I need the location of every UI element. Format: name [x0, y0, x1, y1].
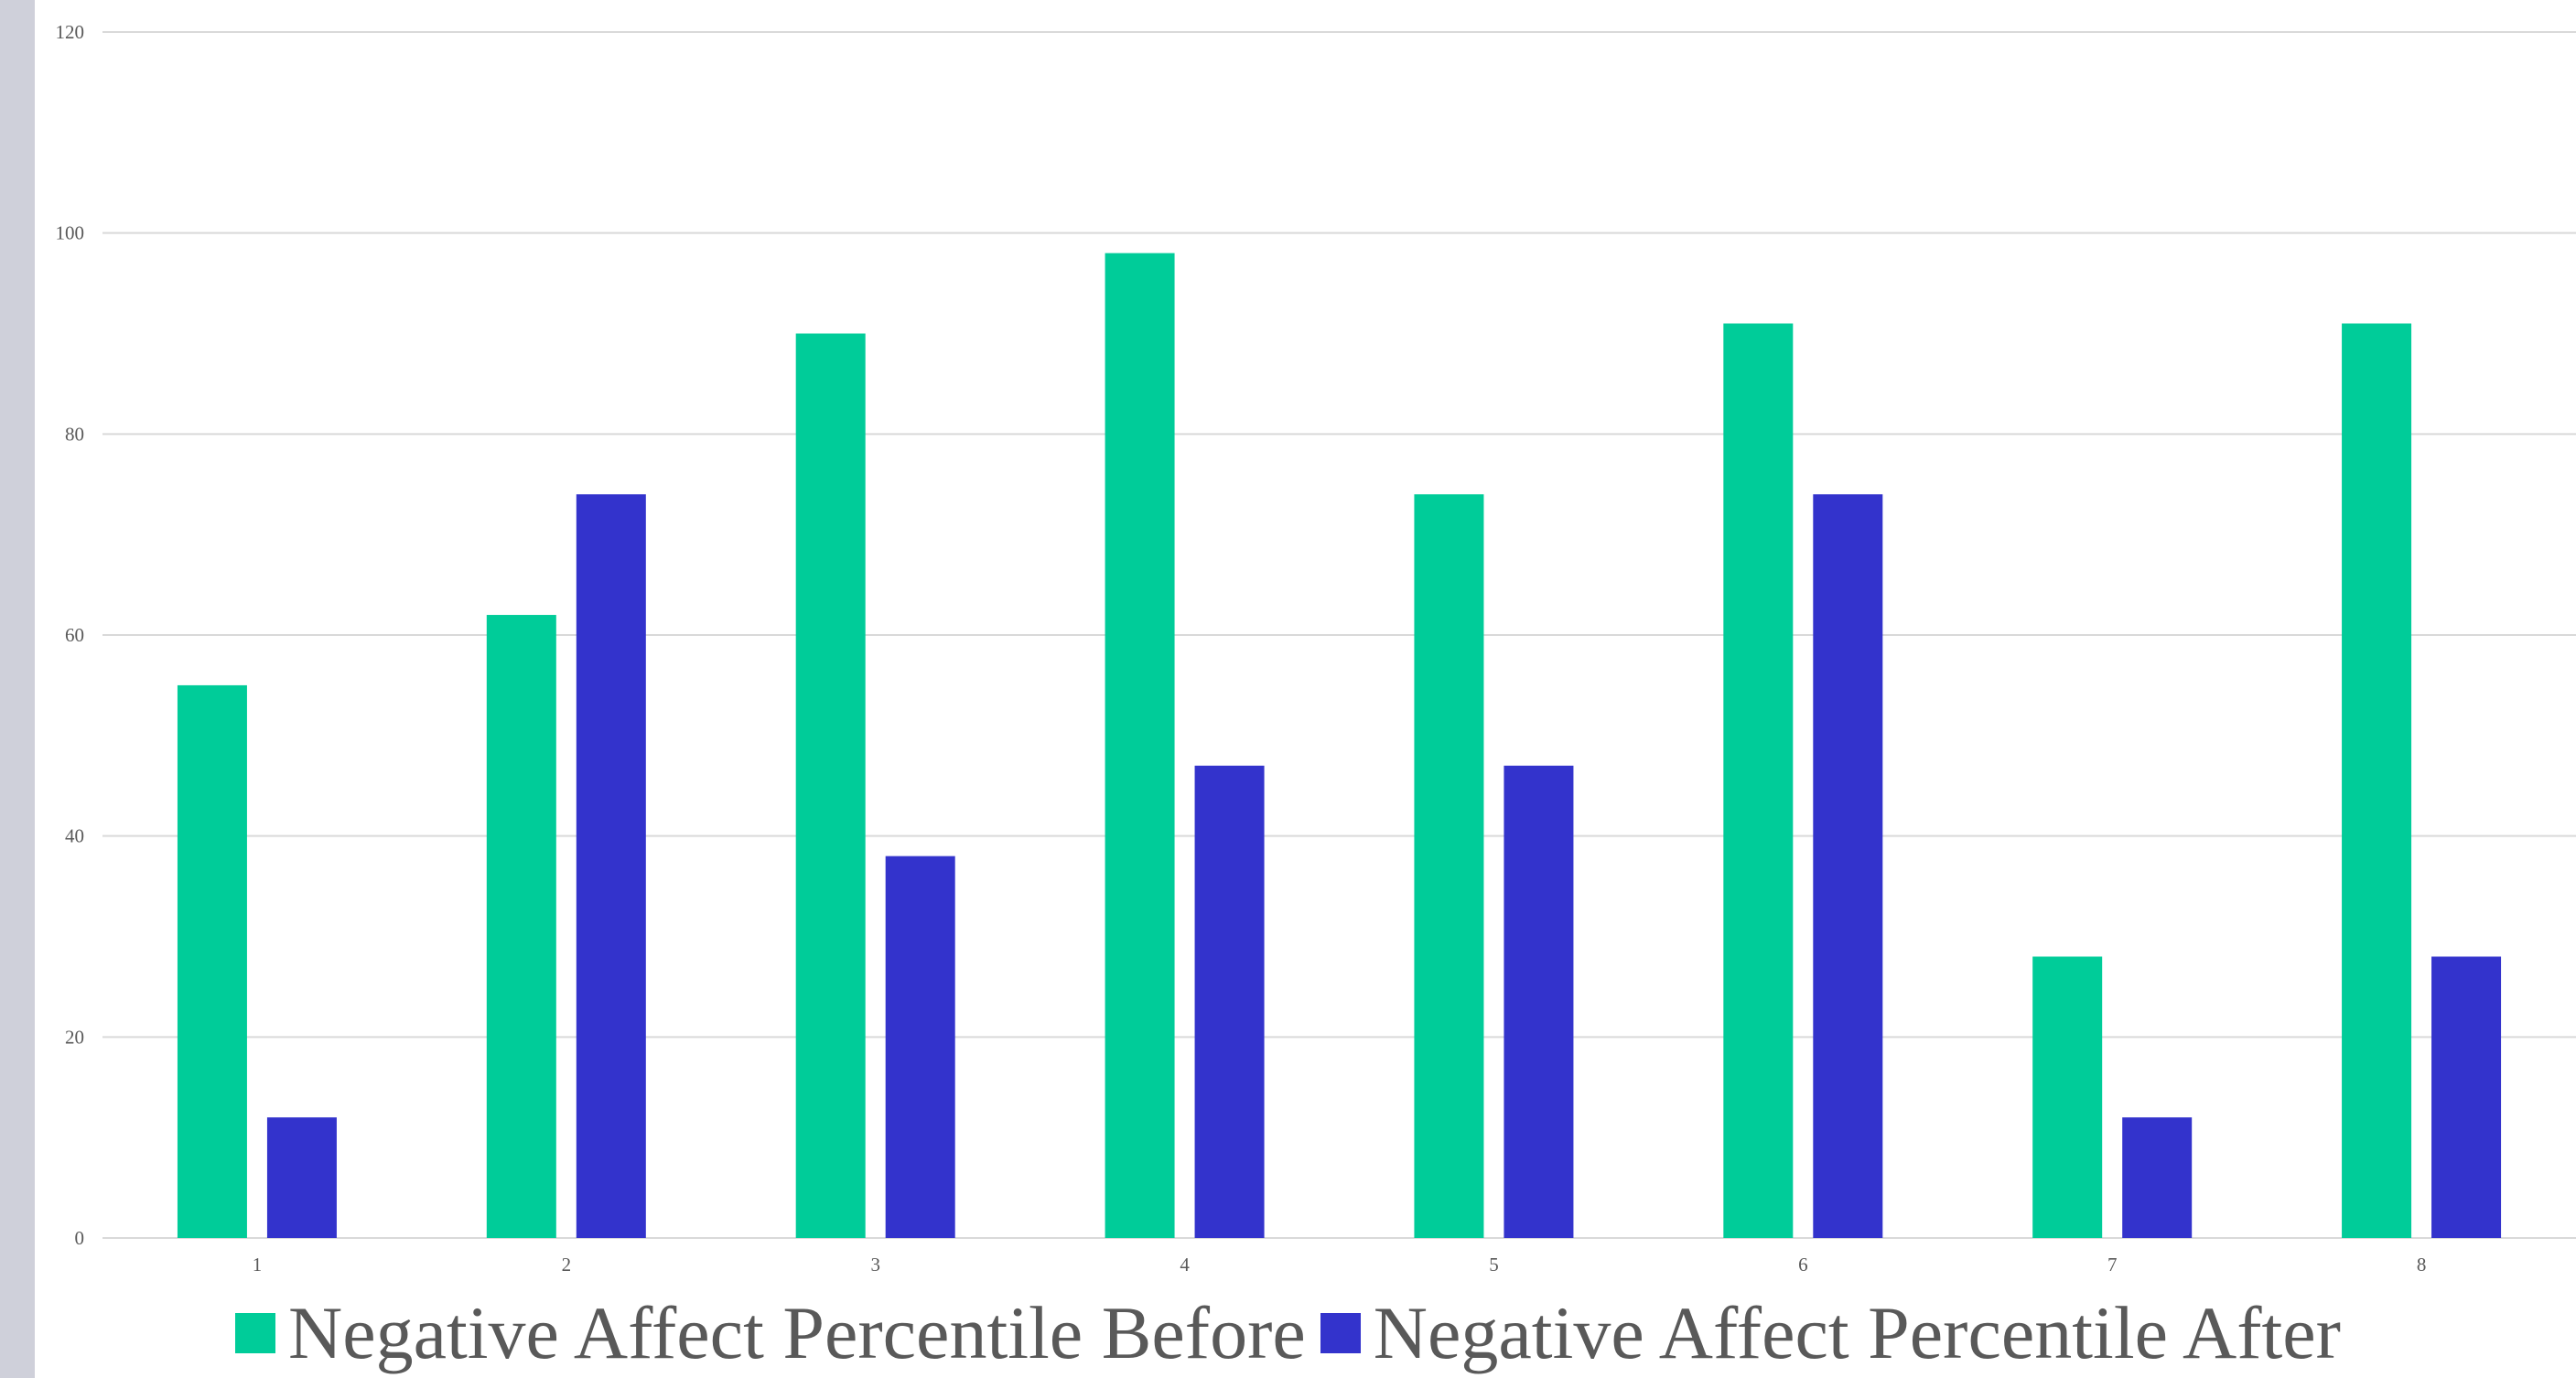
y-axis-ticks: 0 20 40 60 80 100 120	[56, 21, 85, 1249]
y-tick-label: 100	[56, 222, 85, 244]
x-tick-label: 6	[1798, 1254, 1808, 1276]
bar-before-2	[486, 615, 556, 1238]
bar-before-8	[2342, 323, 2412, 1238]
gridlines	[102, 31, 2576, 1239]
y-tick-label: 120	[56, 21, 85, 43]
y-tick-label: 40	[65, 825, 84, 847]
y-tick-label: 20	[65, 1026, 84, 1048]
legend-label-before: Negative Affect Percentile Before	[287, 1291, 1306, 1374]
x-axis-ticks: 1 2 3 4 5 6 7 8	[253, 1254, 2427, 1276]
bar-before-3	[795, 333, 866, 1238]
legend-swatch-before	[234, 1313, 275, 1353]
x-tick-label: 1	[253, 1254, 263, 1276]
bar-before-4	[1105, 253, 1175, 1239]
x-tick-label: 3	[870, 1254, 880, 1276]
bar-after-3	[885, 856, 955, 1238]
x-tick-label: 5	[1489, 1254, 1499, 1276]
legend-item-before: Negative Affect Percentile Before	[234, 1291, 1306, 1374]
bar-after-7	[2122, 1117, 2193, 1238]
legend-swatch-after	[1320, 1313, 1361, 1353]
x-tick-label: 2	[562, 1254, 572, 1276]
x-tick-label: 7	[2107, 1254, 2118, 1276]
x-tick-label: 8	[2417, 1254, 2427, 1276]
legend: Negative Affect Percentile Before Negati…	[0, 1288, 2576, 1378]
bar-after-2	[576, 494, 646, 1238]
legend-item-after: Negative Affect Percentile After	[1320, 1296, 2341, 1371]
x-tick-label: 4	[1180, 1254, 1190, 1276]
left-edge-strip	[0, 0, 35, 1378]
y-tick-label: 0	[75, 1227, 85, 1249]
legend-label-after: Negative Affect Percentile After	[1373, 1291, 2341, 1374]
bar-after-6	[1813, 494, 1883, 1238]
bar-before-1	[177, 684, 247, 1238]
bar-before-6	[1723, 323, 1794, 1238]
bar-after-8	[2431, 956, 2502, 1238]
y-tick-label: 80	[65, 423, 84, 445]
bars	[177, 253, 2502, 1239]
y-tick-label: 60	[65, 624, 84, 646]
bar-before-7	[2032, 956, 2103, 1238]
bar-after-4	[1194, 765, 1265, 1238]
bar-after-5	[1504, 765, 1574, 1238]
bar-before-5	[1414, 494, 1484, 1238]
bar-after-1	[266, 1117, 337, 1238]
